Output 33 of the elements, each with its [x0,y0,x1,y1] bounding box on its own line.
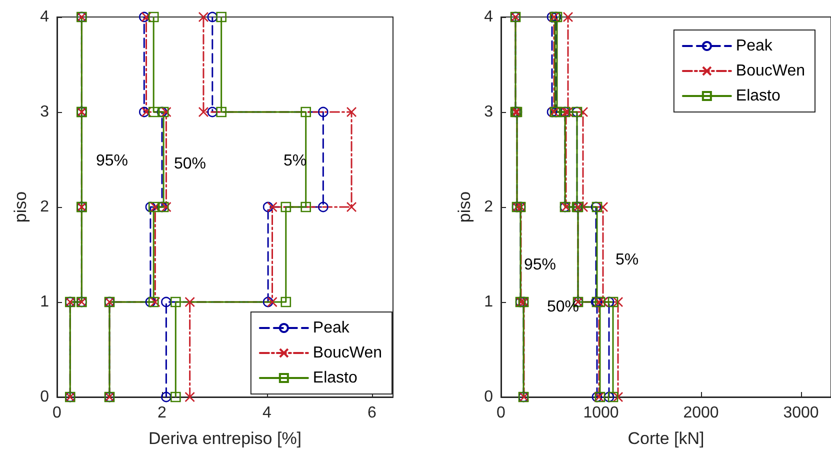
x-axis-title: Corte [kN] [628,429,704,448]
y-axis-title: piso [455,191,474,223]
y-tick-label: 3 [40,104,50,120]
y-tick-label: 4 [40,8,50,26]
y-axis-title: piso [11,191,30,223]
annotation: 50% [546,298,580,316]
x-tick-label: 0 [52,404,62,422]
x-tick-label: 2000 [683,404,719,422]
legend-label: Elasto [312,370,358,386]
y-tick-label: 1 [40,294,50,310]
annotation: 5% [615,252,639,268]
x-tick-label: 0 [496,404,506,422]
legend-label: Peak [312,320,350,336]
y-tick-label: 2 [484,198,494,216]
x-tick-label: 4 [262,404,272,422]
annotation: 95% [524,256,556,274]
y-tick-label: 1 [484,294,494,310]
annotation: 95% [96,152,128,170]
x-tick-label: 6 [368,404,377,422]
x-tick-label: 3000 [783,404,819,422]
x-tick-label: 1000 [583,404,619,422]
legend-label: BoucWen [312,344,382,362]
legend-label: BoucWen [736,62,805,80]
y-tick-label: 0 [40,388,50,406]
y-tick-label: 4 [484,8,494,26]
y-tick-label: 0 [484,388,494,406]
legend-label: Peak [736,38,774,54]
annotation: 50% [174,156,206,172]
x-tick-label: 2 [158,404,167,422]
y-tick-label: 2 [40,198,50,216]
legend-label: Elasto [736,88,780,104]
x-axis-title: Deriva entrepiso [%] [148,429,302,448]
y-tick-label: 3 [484,104,494,120]
